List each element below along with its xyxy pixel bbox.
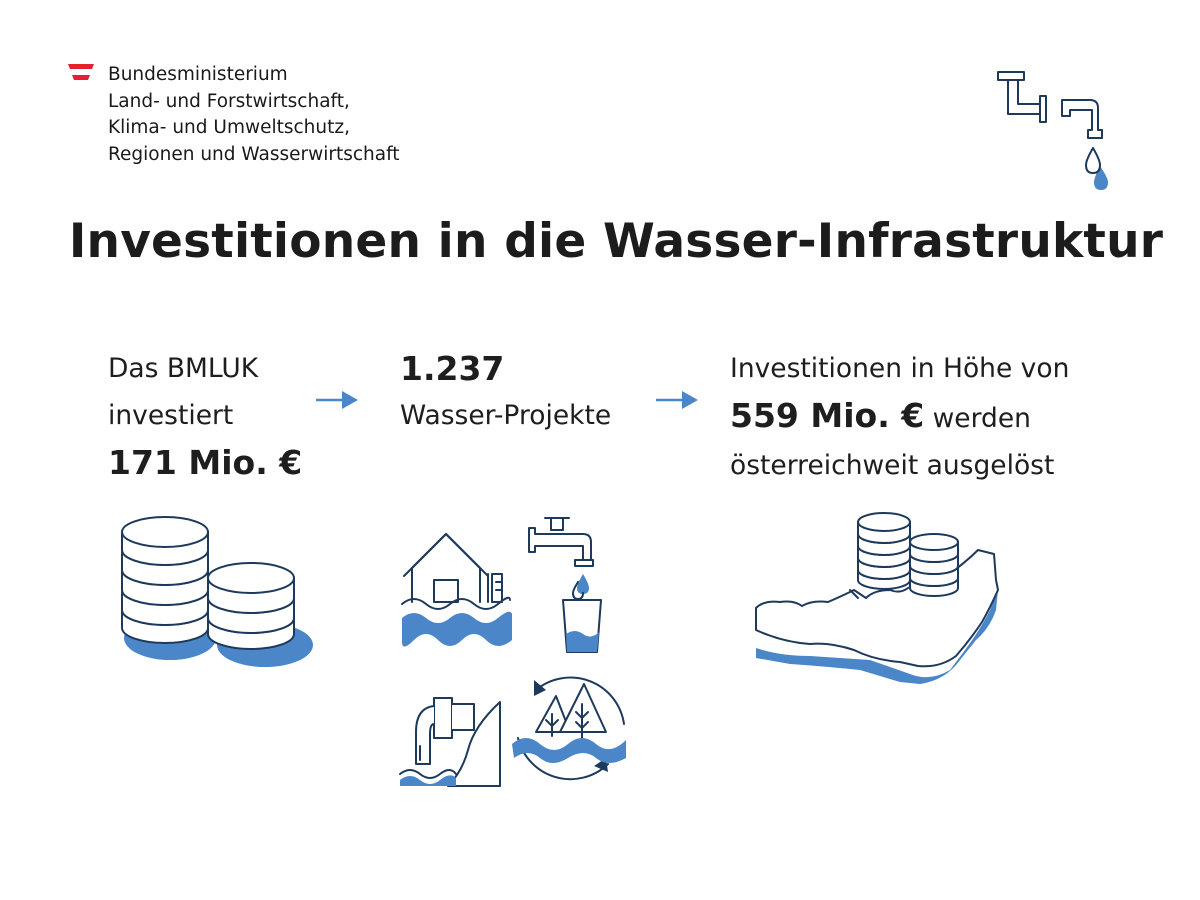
step-2-label: Wasser-Projekte: [400, 400, 612, 431]
step-2-count: 1.237: [400, 349, 505, 388]
step-3-text: Investitionen in Höhe von 559 Mio. € wer…: [730, 345, 1069, 489]
tap-glass-icon: [528, 517, 602, 653]
forest-water-cycle-icon: [512, 676, 626, 781]
step-3-line-2: werden: [924, 403, 1031, 434]
coin-stacks-icon: [121, 516, 313, 667]
ministry-line: Bundesministerium: [108, 64, 288, 85]
arrow-right-icon: [656, 391, 698, 409]
step-3-line-3: österreichweit ausgelöst: [730, 450, 1055, 481]
ministry-name: Bundesministerium Land- und Forstwirtsch…: [108, 62, 400, 168]
flood-house-icon: [401, 533, 512, 647]
step-1-line-1: Das BMLUK: [108, 353, 259, 384]
austria-flag-icon: [68, 64, 94, 80]
step-1-amount: 171 Mio. €: [108, 443, 303, 482]
step-3-line-1: Investitionen in Höhe von: [730, 353, 1070, 384]
step-1-text: Das BMLUK investiert 171 Mio. €: [108, 345, 302, 486]
ministry-line: Land- und Forstwirtschaft,: [108, 90, 350, 112]
step-1-line-2: investiert: [108, 400, 234, 431]
step-3-amount: 559 Mio. €: [730, 396, 925, 435]
pipe-drip-icon: [997, 71, 1108, 190]
ministry-line: Regionen und Wasserwirtschaft: [108, 143, 400, 165]
arrow-right-icon: [316, 391, 358, 409]
step-2-text: 1.237 Wasser-Projekte: [400, 345, 611, 439]
ministry-line: Klima- und Umweltschutz,: [108, 117, 350, 138]
wastewater-pipe-icon: [399, 697, 501, 787]
page-title: Investitionen in die Wasser-Infrastruktu…: [68, 214, 1164, 269]
austria-map-coins-icon: [755, 512, 999, 684]
